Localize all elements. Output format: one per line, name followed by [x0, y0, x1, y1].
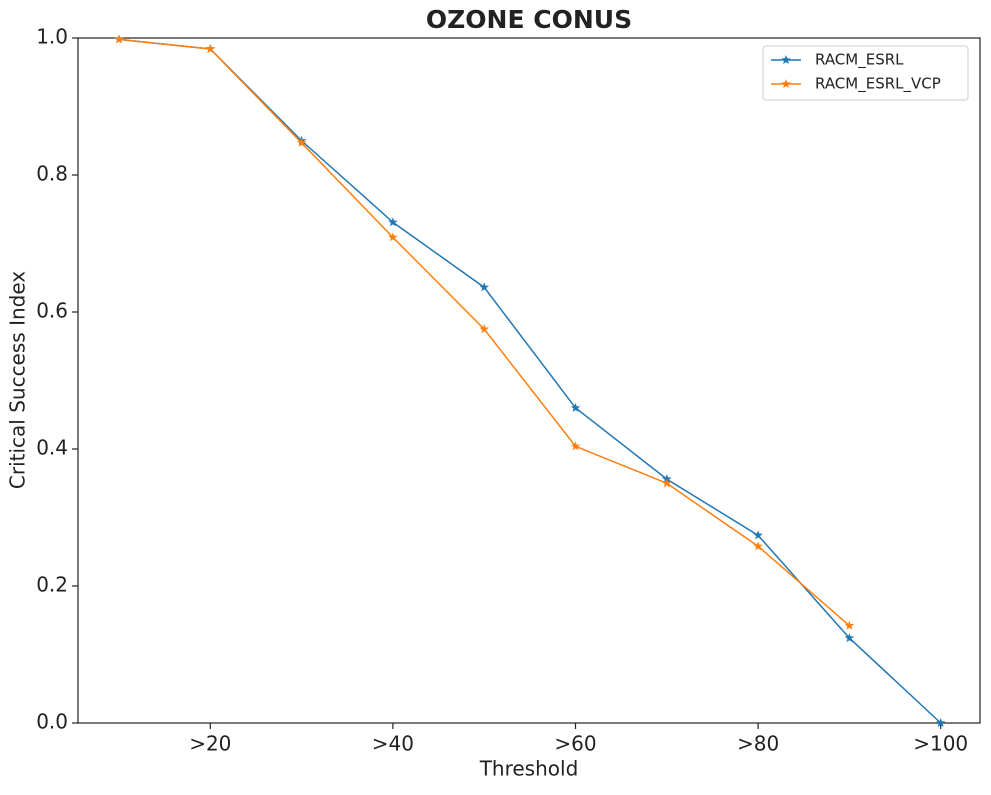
x-tick-label: >20 [189, 732, 231, 756]
x-tick-label: >40 [372, 732, 414, 756]
marker [844, 620, 855, 630]
marker [570, 402, 581, 412]
marker [753, 541, 763, 551]
line [118, 38, 850, 627]
legend-label: RACM_ESRL [815, 51, 904, 70]
marker [388, 232, 398, 242]
x-tick-label: >100 [913, 732, 968, 756]
y-tick-label: 0.0 [36, 710, 68, 734]
legend-label: RACM_ESRL_VCP [815, 75, 941, 94]
marker [753, 530, 763, 540]
marker [205, 44, 216, 53]
chart-title: OZONE CONUS [426, 5, 632, 34]
marker [844, 633, 855, 643]
line [118, 38, 942, 724]
legend-marker [781, 79, 791, 88]
legend-marker [781, 55, 791, 64]
plot-frame [77, 37, 981, 724]
marker [114, 34, 124, 44]
x-tick-label: >80 [737, 732, 779, 756]
y-tick-label: 1.0 [36, 25, 68, 49]
legend-box [762, 45, 969, 101]
y-tick-label: 0.4 [36, 436, 68, 460]
marker [479, 282, 489, 292]
y-tick-label: 0.6 [36, 299, 68, 323]
marker [388, 217, 398, 227]
marker [662, 478, 672, 488]
marker [296, 137, 307, 147]
marker [570, 441, 581, 451]
marker [479, 324, 489, 334]
y-tick-label: 0.2 [36, 573, 68, 597]
marker [935, 718, 946, 727]
x-axis-label: Threshold [479, 757, 579, 781]
y-axis-label: Critical Success Index [6, 271, 30, 489]
y-tick-label: 0.8 [36, 162, 68, 186]
x-tick-label: >60 [554, 732, 596, 756]
